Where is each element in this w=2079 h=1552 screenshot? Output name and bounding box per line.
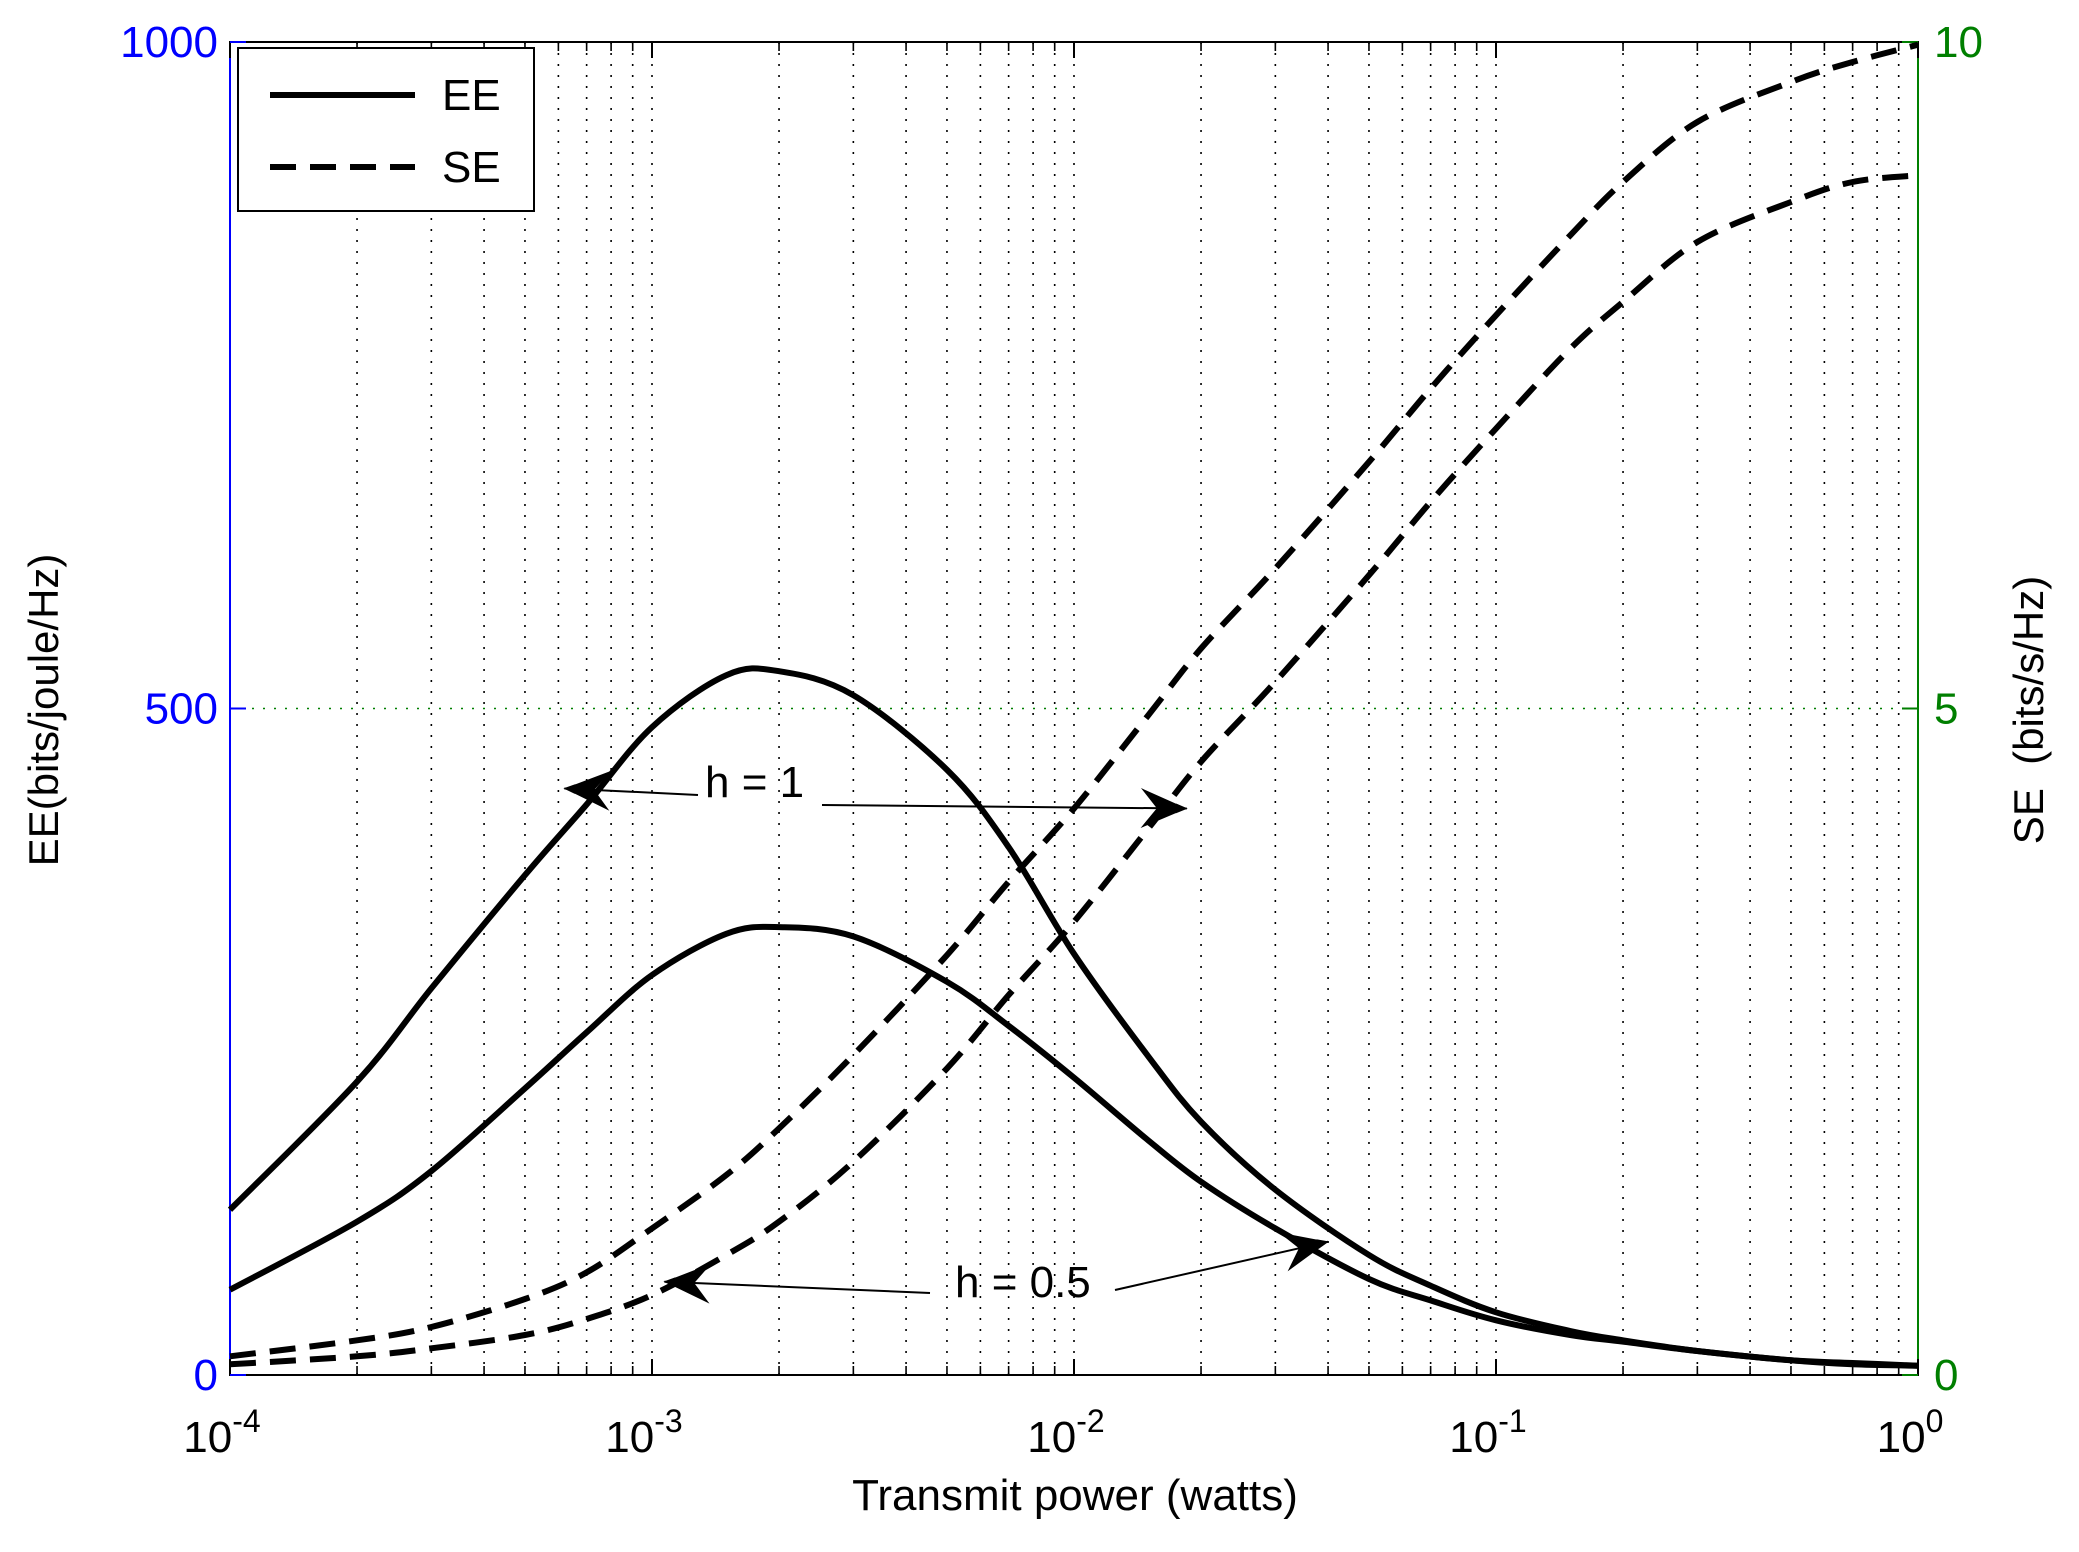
annotation-arrowhead — [1278, 1232, 1329, 1272]
legend: EE SE — [237, 47, 535, 212]
annotation-arrow — [663, 1277, 931, 1294]
x-tick-label: 10-2 — [1027, 1403, 1104, 1462]
annotation-arrow — [1114, 1239, 1330, 1291]
left-y-tick-label: 0 — [194, 1351, 218, 1400]
legend-label-ee: EE — [442, 71, 501, 120]
x-tick-label: 10-1 — [1449, 1403, 1526, 1462]
legend-label-se: SE — [442, 143, 501, 192]
annotations: h = 1 h = 0.5 — [563, 758, 1330, 1307]
annotation-arrowhead — [564, 770, 612, 811]
x-axis-label: Transmit power (watts) — [852, 1471, 1298, 1520]
left-y-axis-label: EE(bits/joule/Hz) — [20, 554, 67, 867]
legend-box — [237, 47, 535, 212]
x-tick-exponent: -4 — [232, 1403, 260, 1439]
right-y-tick-label: 0 — [1934, 1351, 1958, 1400]
annotation-arrow — [821, 803, 1188, 814]
x-tick-exponent: 0 — [1926, 1403, 1944, 1439]
left-y-tick-label: 500 — [145, 685, 218, 734]
x-tick-exponent: -2 — [1076, 1403, 1104, 1439]
series-line-se-h-0-5 — [229, 172, 1919, 1368]
x-tick-label: 100 — [1877, 1403, 1944, 1462]
x-tick-label: 10-4 — [183, 1403, 260, 1462]
grid — [230, 42, 1918, 1375]
annotation-label: h = 1 — [705, 758, 804, 807]
series-line-se-h-1 — [229, 41, 1919, 1360]
series-line-ee-h-0-5 — [228, 923, 1919, 1369]
right-y-tick-label: 5 — [1934, 685, 1958, 734]
x-tick-label: 10-3 — [605, 1403, 682, 1462]
annotation-label: h = 0.5 — [955, 1258, 1091, 1307]
annotation-arrowhead — [1140, 788, 1187, 829]
series — [227, 41, 1919, 1369]
right-y-axis-label: SE (bits/s/Hz) — [2005, 576, 2052, 844]
right-y-tick-label: 10 — [1934, 18, 1983, 67]
annotation-arrowhead — [664, 1263, 712, 1304]
x-tick-exponent: -1 — [1498, 1403, 1526, 1439]
x-tick-exponent: -3 — [654, 1403, 682, 1439]
left-y-tick-label: 1000 — [120, 18, 218, 67]
